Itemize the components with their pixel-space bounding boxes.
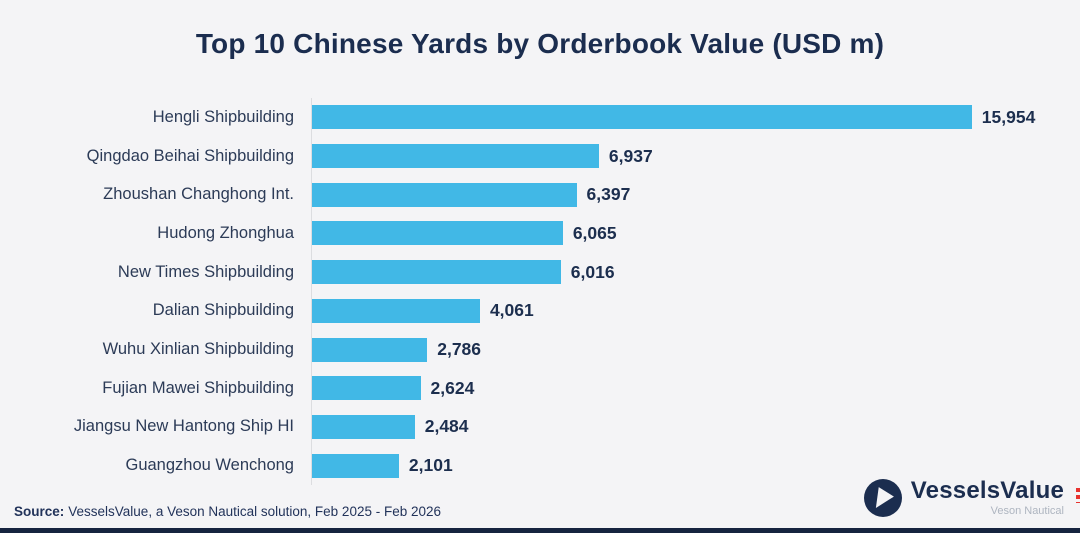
category-label: Zhoushan Changhong Int.	[103, 185, 294, 204]
plot-row: 2,624	[311, 368, 1080, 408]
value-label: 2,484	[424, 416, 469, 437]
category-label: Dalian Shipbuilding	[152, 301, 294, 320]
vesselsvalue-logo-icon	[863, 479, 902, 517]
plot-row: 2,101	[311, 446, 1080, 486]
bottom-strip	[0, 528, 1080, 533]
red-edge-artifact	[1076, 488, 1080, 503]
chart-row: Zhoushan Changhong Int. 6,397	[0, 175, 1080, 215]
value-label: 2,624	[430, 377, 475, 398]
chart-row: Fujian Mawei Shipbuilding 2,624	[0, 368, 1080, 408]
plot-row: 2,484	[311, 407, 1080, 447]
value-bar	[312, 414, 415, 439]
source-label: Source:	[14, 504, 65, 519]
plot-row: 6,016	[311, 252, 1080, 292]
plot-row: 6,397	[311, 175, 1080, 215]
value-bar	[312, 453, 399, 478]
plot-row: 15,954	[311, 98, 1080, 137]
value-label: 15,954	[981, 106, 1036, 127]
logo-subtitle: Veson Nautical	[990, 505, 1064, 517]
chart-title: Top 10 Chinese Yards by Orderbook Value …	[195, 28, 885, 59]
source-text: VesselsValue, a Veson Nautical solution,…	[68, 504, 442, 519]
value-bar	[312, 221, 563, 246]
value-bar	[312, 182, 577, 207]
category-label: Jiangsu New Hantong Ship HI	[73, 417, 294, 436]
value-label: 6,016	[570, 261, 615, 282]
value-bar	[312, 376, 421, 401]
category-label: New Times Shipbuilding	[117, 262, 294, 281]
chart-row: Hudong Zhonghua 6,065	[0, 214, 1080, 253]
logo-wordmark: VesselsValue	[910, 477, 1064, 504]
chart-row: Wuhu Xinlian Shipbuilding 2,786	[0, 330, 1080, 369]
bar-chart: Hengli Shipbuilding 15,954 Qingdao Beihai …	[0, 98, 1080, 486]
plot-row: 2,786	[311, 330, 1080, 369]
chart-row: Jiangsu New Hantong Ship HI 2,484	[0, 407, 1080, 447]
category-label: Guangzhou Wenchong	[125, 456, 295, 475]
value-bar	[312, 144, 599, 169]
value-label: 2,101	[408, 455, 453, 476]
value-bar	[312, 260, 561, 285]
value-label: 6,397	[586, 184, 631, 205]
category-label: Fujian Mawei Shipbuilding	[102, 378, 294, 397]
category-label: Wuhu Xinlian Shipbuilding	[102, 340, 294, 359]
plot-row: 6,065	[311, 214, 1080, 253]
chart-row: New Times Shipbuilding 6,016	[0, 252, 1080, 292]
value-bar	[312, 337, 428, 362]
category-label: Hengli Shipbuilding	[152, 107, 294, 126]
plot-row: 6,937	[311, 136, 1080, 176]
value-label: 6,937	[608, 145, 653, 166]
value-label: 2,786	[437, 339, 482, 360]
plot-row: 4,061	[311, 291, 1080, 331]
chart-row: Qingdao Beihai Shipbuilding 6,937	[0, 136, 1080, 176]
value-label: 4,061	[489, 300, 534, 321]
source-note: Source: VesselsValue, a Veson Nautical so…	[14, 504, 441, 519]
vesselsvalue-logo: VesselsValue Veson Nautical	[863, 477, 1064, 518]
chart-row: Guangzhou Wenchong 2,101	[0, 446, 1080, 486]
chart-row: Hengli Shipbuilding 15,954	[0, 98, 1080, 137]
category-label: Hudong Zhonghua	[157, 223, 294, 242]
value-bar	[312, 105, 972, 130]
value-label: 6,065	[572, 222, 617, 243]
category-label: Qingdao Beihai Shipbuilding	[86, 146, 294, 165]
logo-text: VesselsValue Veson Nautical	[910, 477, 1064, 518]
chart-row: Dalian Shipbuilding 4,061	[0, 291, 1080, 331]
value-bar	[312, 298, 480, 323]
